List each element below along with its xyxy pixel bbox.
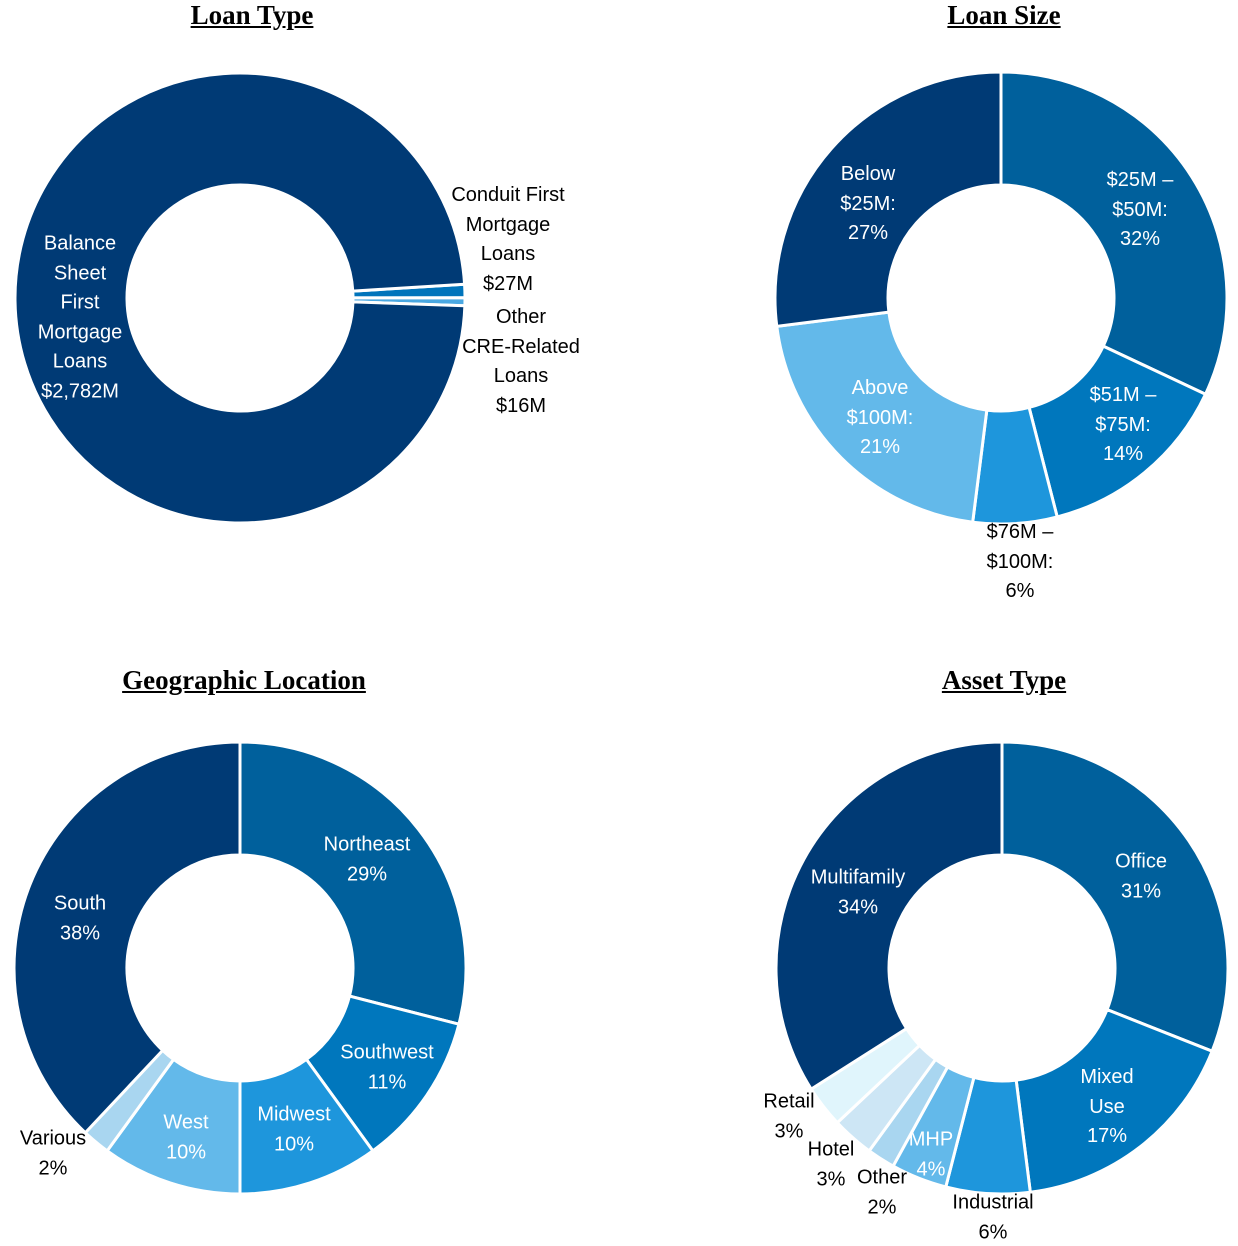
slice-south bbox=[12, 740, 242, 1135]
label-retail: Retail 3% bbox=[763, 1090, 815, 1143]
label-balance-sheet: Balance Sheet First Mortgage Loans $2,78… bbox=[37, 232, 123, 403]
slice-mixed-use bbox=[1014, 1007, 1215, 1194]
label-southwest: Southwest 11% bbox=[340, 1041, 434, 1094]
slice-below-25m bbox=[773, 70, 1003, 329]
geographic-location-title: Geographic Location bbox=[122, 665, 366, 695]
label-mixed-use: Mixed Use 17% bbox=[1080, 1065, 1134, 1147]
label-other-cre: Other CRE-Related Loans $16M bbox=[462, 306, 580, 417]
label-west: West 10% bbox=[163, 1111, 209, 1164]
label-conduit: Conduit First Mortgage Loans $27M bbox=[451, 184, 565, 295]
label-above-100m: Above $100M: 21% bbox=[846, 376, 914, 458]
label-midwest: Midwest 10% bbox=[257, 1103, 331, 1156]
label-office: Office 31% bbox=[1115, 850, 1167, 903]
label-below-25m: Below $25M: 27% bbox=[840, 162, 896, 244]
label-mhp: MHP 4% bbox=[908, 1128, 954, 1181]
label-76m-100m: $76M – $100M: 6% bbox=[986, 520, 1054, 602]
slice-balance-sheet bbox=[13, 71, 467, 525]
label-industrial: Industrial 6% bbox=[952, 1191, 1034, 1244]
label-other: Other 2% bbox=[856, 1166, 908, 1219]
label-25m-50m: $25M – $50M: 32% bbox=[1106, 168, 1174, 250]
slice-above-100m bbox=[775, 310, 989, 524]
label-hotel: Hotel 3% bbox=[807, 1138, 855, 1191]
label-south: South 38% bbox=[53, 892, 107, 945]
slice-northeast bbox=[238, 740, 468, 1027]
asset-type-title: Asset Type bbox=[941, 665, 1067, 695]
label-northeast: Northeast 29% bbox=[323, 833, 411, 886]
slice-25m-50m bbox=[999, 70, 1229, 397]
slice-multifamily bbox=[774, 740, 1004, 1092]
label-various: Various 2% bbox=[19, 1127, 87, 1180]
label-multifamily: Multifamily 34% bbox=[810, 866, 906, 919]
label-51m-75m: $51M – $75M: 14% bbox=[1089, 383, 1157, 465]
slice-office bbox=[1000, 740, 1230, 1054]
loan-type-title: Loan Type bbox=[190, 0, 314, 30]
loan-size-title: Loan Size bbox=[947, 0, 1061, 30]
